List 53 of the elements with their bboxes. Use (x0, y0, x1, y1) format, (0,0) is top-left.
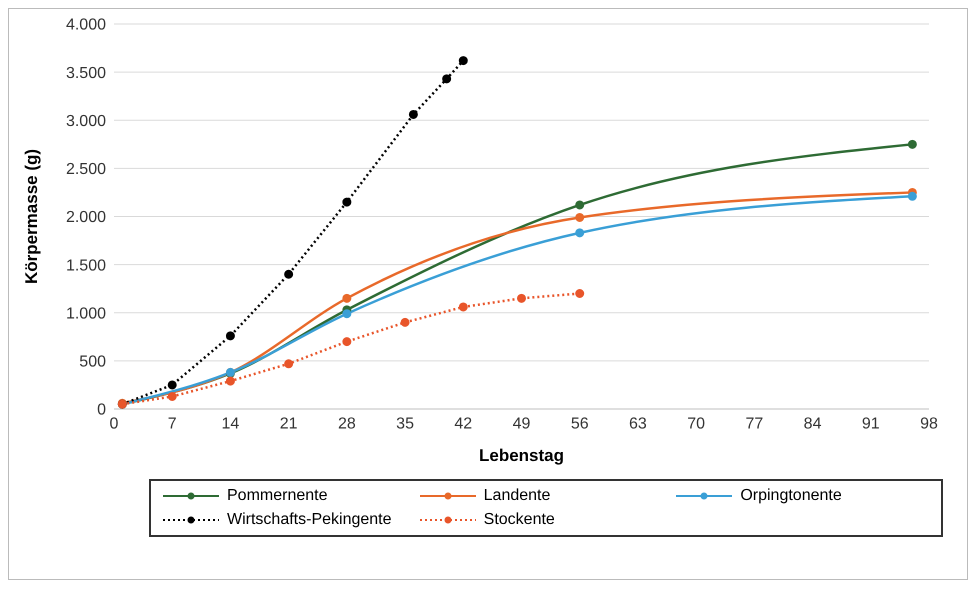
x-tick-label: 21 (280, 415, 298, 432)
y-tick-label: 3.000 (66, 112, 106, 130)
y-tick-label: 500 (79, 354, 106, 371)
legend-label: Pommernente (227, 487, 328, 504)
y-tick-label: 4.000 (66, 16, 106, 34)
x-tick-label: 70 (687, 415, 706, 432)
legend-label: Landente (484, 487, 550, 504)
point (342, 337, 352, 346)
point (575, 212, 584, 222)
x-tick-label: 77 (745, 415, 764, 432)
point (575, 289, 584, 298)
point (458, 56, 468, 66)
point (408, 110, 418, 119)
x-tick-label: 91 (862, 415, 880, 432)
point (442, 74, 452, 84)
legend-label: Wirtschafts-Pekingente (227, 511, 392, 528)
x-tick-label: 42 (454, 415, 472, 432)
x-tick-label: 56 (570, 415, 589, 432)
x-tick-label: 84 (804, 415, 822, 432)
point (908, 192, 917, 201)
legend-label: Stockente (484, 511, 555, 528)
x-tick-label: 7 (168, 415, 177, 432)
x-axis-title: Lebenstag (478, 446, 564, 465)
y-tick-label: 2.000 (66, 209, 106, 226)
point (400, 318, 410, 327)
x-tick-label: 14 (222, 415, 240, 432)
x-tick-label: 28 (338, 415, 356, 432)
y-axis-title: Körpermasse (g) (22, 148, 42, 284)
legend-label: Orpingtonente (740, 487, 842, 504)
point (517, 294, 526, 303)
x-tick-label: 0 (110, 415, 119, 432)
point (226, 331, 235, 340)
point (342, 309, 352, 318)
point (226, 376, 235, 386)
x-tick-label: 98 (920, 415, 938, 432)
y-tick-label: 1.500 (66, 257, 106, 274)
point (908, 140, 917, 149)
point (575, 228, 584, 238)
point (342, 198, 352, 207)
y-tick-label: 1.000 (66, 305, 106, 322)
point (575, 200, 584, 210)
point (168, 380, 177, 390)
point (284, 270, 294, 279)
point (458, 302, 468, 312)
y-tick-label: 0 (97, 402, 106, 419)
y-tick-label: 3.500 (66, 64, 106, 82)
x-tick-label: 35 (396, 415, 414, 432)
x-tick-label: 63 (629, 415, 647, 432)
x-tick-label: 49 (512, 415, 530, 432)
y-tick-label: 2.500 (66, 161, 106, 178)
point (168, 392, 177, 401)
point (284, 359, 294, 368)
point (342, 294, 352, 303)
